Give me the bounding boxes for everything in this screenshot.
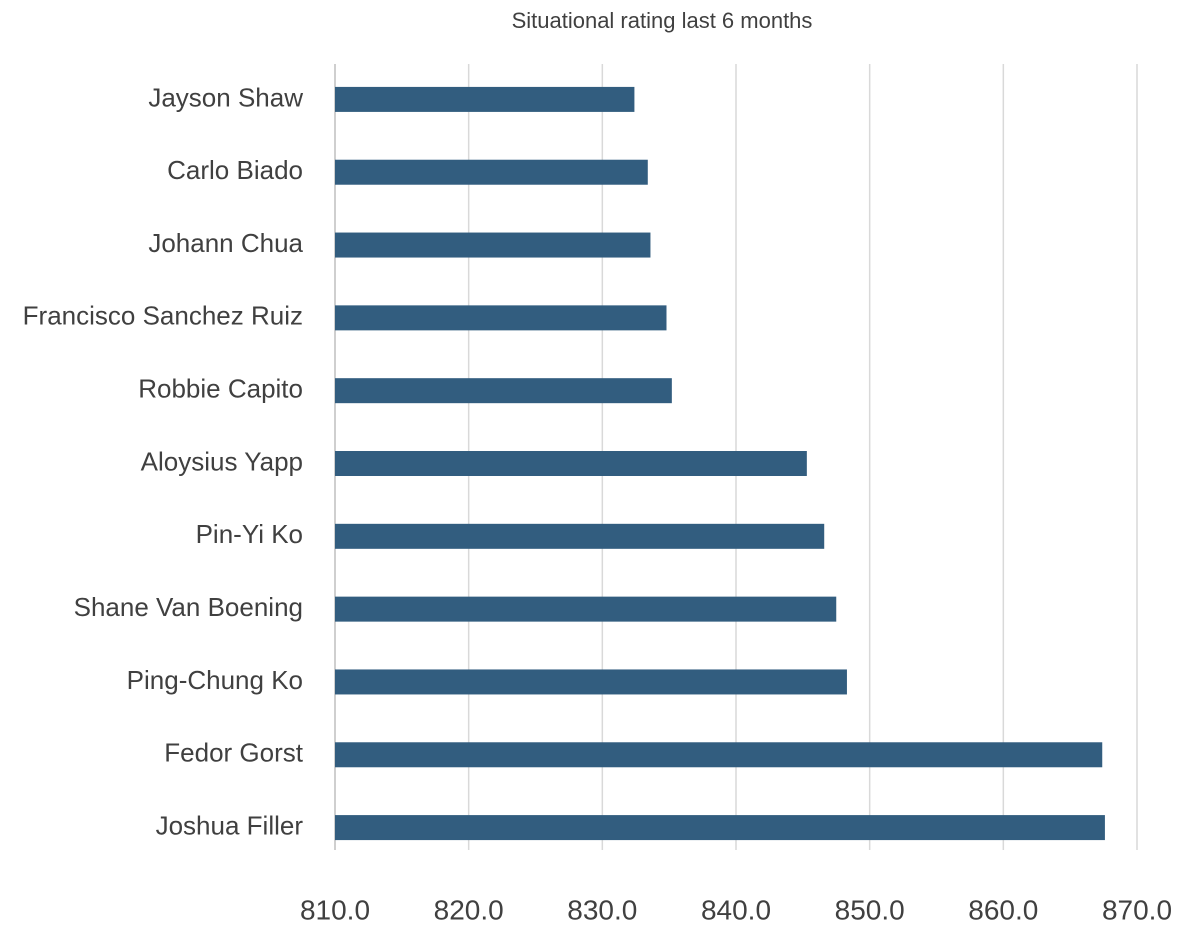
- x-tick-label: 840.0: [701, 894, 771, 925]
- bar: [335, 596, 837, 622]
- y-tick-label: Shane Van Boening: [74, 592, 303, 622]
- y-tick-label: Johann Chua: [148, 228, 303, 258]
- y-tick-label: Jayson Shaw: [148, 82, 303, 112]
- y-tick-label: Carlo Biado: [167, 155, 303, 185]
- y-tick-label: Fedor Gorst: [164, 738, 303, 768]
- bar: [335, 378, 672, 404]
- x-tick-label: 860.0: [968, 894, 1038, 925]
- y-tick-label: Pin-Yi Ko: [196, 519, 303, 549]
- bar: [335, 159, 648, 185]
- x-tick-label: 820.0: [434, 894, 504, 925]
- x-tick-label: 870.0: [1102, 894, 1172, 925]
- y-tick-label: Ping-Chung Ko: [127, 665, 303, 695]
- x-tick-label: 830.0: [567, 894, 637, 925]
- x-tick-label: 810.0: [300, 894, 370, 925]
- bar: [335, 523, 825, 549]
- bar: [335, 86, 635, 112]
- y-tick-label: Aloysius Yapp: [141, 446, 303, 476]
- y-tick-label: Joshua Filler: [156, 810, 304, 840]
- bar: [335, 742, 1103, 768]
- x-tick-label: 850.0: [835, 894, 905, 925]
- chart-title: Situational rating last 6 months: [512, 8, 813, 33]
- bar: [335, 232, 651, 258]
- bar: [335, 669, 847, 695]
- y-tick-label: Robbie Capito: [138, 374, 303, 404]
- bar: [335, 305, 667, 331]
- bar: [335, 451, 807, 476]
- bar: [335, 815, 1105, 841]
- y-tick-label: Francisco Sanchez Ruiz: [23, 301, 303, 331]
